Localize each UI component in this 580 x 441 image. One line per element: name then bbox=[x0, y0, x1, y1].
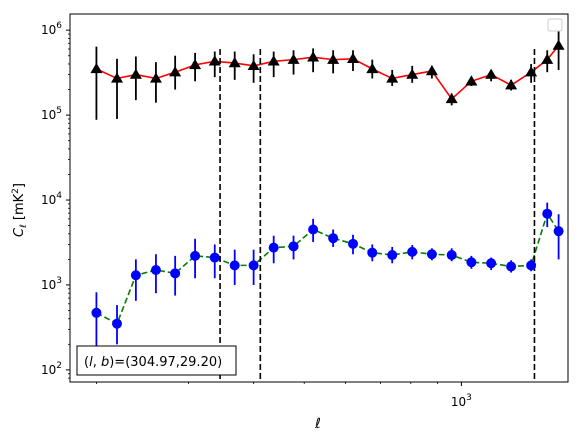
data-point bbox=[327, 53, 340, 64]
data-point bbox=[552, 39, 565, 50]
data-point bbox=[267, 55, 280, 66]
data-point bbox=[130, 270, 141, 281]
data-point bbox=[387, 250, 398, 261]
axis-ticks: 102 103 104 105 106 103 bbox=[41, 21, 472, 409]
data-point bbox=[485, 68, 498, 79]
vertical-lines bbox=[219, 49, 536, 382]
data-point bbox=[445, 92, 458, 104]
data-point bbox=[150, 264, 161, 275]
series-lines bbox=[96, 44, 560, 325]
data-point bbox=[465, 75, 478, 86]
data-point bbox=[90, 62, 103, 74]
data-point bbox=[406, 68, 419, 79]
markers bbox=[90, 39, 565, 329]
y-tick-label: 102 bbox=[41, 361, 62, 377]
y-tick-label: 104 bbox=[41, 191, 62, 207]
data-point bbox=[247, 59, 260, 71]
data-point bbox=[229, 260, 240, 271]
y-tick-label: 106 bbox=[41, 21, 62, 37]
data-point bbox=[425, 65, 438, 76]
data-point bbox=[228, 57, 241, 68]
data-point bbox=[287, 53, 300, 64]
data-point bbox=[506, 261, 517, 272]
data-point bbox=[268, 242, 279, 253]
y-tick-label: 105 bbox=[41, 106, 62, 122]
data-point bbox=[347, 52, 360, 64]
annotation-text: (l, b)=(304.97,29.20) bbox=[84, 355, 222, 370]
data-point bbox=[348, 238, 359, 249]
data-point bbox=[208, 55, 221, 66]
data-point bbox=[209, 252, 220, 263]
data-point bbox=[466, 257, 477, 268]
data-point bbox=[486, 258, 497, 269]
data-point bbox=[386, 72, 399, 83]
series-line bbox=[96, 211, 560, 325]
data-point bbox=[112, 318, 123, 329]
data-point bbox=[111, 72, 124, 83]
data-point bbox=[288, 241, 299, 252]
data-point bbox=[553, 226, 564, 237]
data-point bbox=[328, 233, 339, 244]
data-point bbox=[366, 62, 379, 74]
legend bbox=[547, 18, 563, 32]
data-point bbox=[170, 268, 181, 279]
data-point bbox=[308, 224, 319, 235]
data-point bbox=[525, 66, 538, 77]
data-point bbox=[91, 307, 102, 318]
y-axis-label: Cℓ [mK2] bbox=[11, 183, 29, 237]
data-point bbox=[248, 260, 259, 271]
plot-frame bbox=[69, 13, 569, 383]
data-point bbox=[526, 260, 537, 271]
data-point bbox=[149, 72, 162, 83]
data-point bbox=[542, 208, 553, 219]
x-axis-label: ℓ bbox=[314, 416, 321, 432]
data-point bbox=[169, 66, 182, 77]
x-tick-label: 103 bbox=[451, 393, 472, 409]
data-point bbox=[367, 247, 378, 258]
y-tick-label: 103 bbox=[41, 276, 62, 292]
data-point bbox=[129, 68, 142, 79]
data-point bbox=[307, 51, 320, 62]
data-point bbox=[426, 249, 437, 260]
annotation-box bbox=[76, 345, 237, 376]
data-point bbox=[541, 53, 554, 64]
data-point bbox=[446, 250, 457, 261]
annotation: (l, b)=(304.97,29.20) bbox=[76, 345, 237, 376]
data-point bbox=[505, 79, 518, 90]
data-point bbox=[190, 250, 201, 261]
data-point bbox=[407, 246, 418, 257]
data-point bbox=[189, 58, 202, 70]
